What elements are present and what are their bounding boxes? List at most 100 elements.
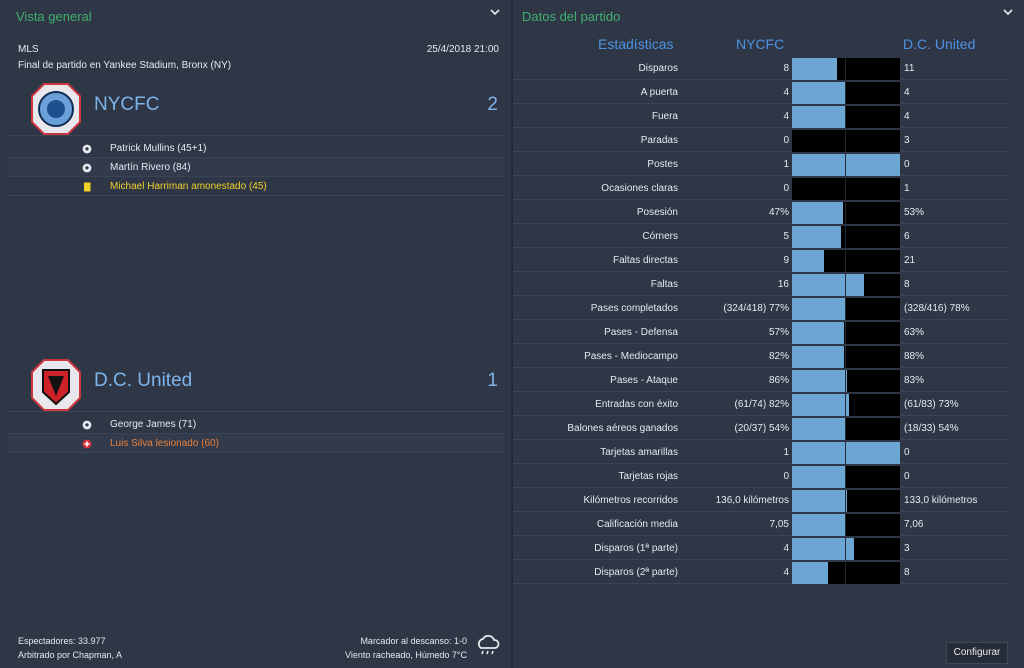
stat-label: Calificación media xyxy=(596,519,678,530)
away-stat-value: 4 xyxy=(904,87,910,98)
bar-midline xyxy=(845,418,846,440)
stat-comparison-bar xyxy=(792,466,900,488)
stat-label: Tarjetas rojas xyxy=(618,471,678,482)
home-share-fill xyxy=(792,490,847,512)
stat-row-background xyxy=(513,129,1010,152)
stat-comparison-bar xyxy=(792,106,900,128)
bar-midline xyxy=(845,298,846,320)
stat-comparison-bar xyxy=(792,274,900,296)
stat-row: Córners 5 6 xyxy=(513,225,1024,249)
away-stat-value: 0 xyxy=(904,159,910,170)
stat-label: Posesión xyxy=(636,207,678,218)
stat-label: Entradas con éxito xyxy=(595,399,678,410)
referee-text: Arbitrado por Chapman, A xyxy=(18,650,123,660)
away-stat-value: (328/416) 78% xyxy=(904,303,970,314)
home-stat-value: 136,0 kilómetros xyxy=(715,495,789,506)
home-share-fill xyxy=(792,298,846,320)
chevron-down-icon[interactable] xyxy=(1002,6,1014,18)
home-stat-value: 9 xyxy=(783,255,789,266)
home-stat-value: 7,05 xyxy=(769,519,789,530)
event-row[interactable]: Martín Rivero (84) xyxy=(8,158,504,177)
stat-comparison-bar xyxy=(792,298,900,320)
stat-row-background xyxy=(513,201,1010,224)
configure-button[interactable]: Configurar xyxy=(946,642,1008,664)
stat-comparison-bar xyxy=(792,178,900,200)
stat-comparison-bar xyxy=(792,82,900,104)
stat-row: Entradas con éxito (61/74) 82% (61/83) 73% xyxy=(513,393,1024,417)
home-share-fill xyxy=(792,394,849,416)
stat-comparison-bar xyxy=(792,154,900,176)
home-share-fill xyxy=(792,58,837,80)
away-stat-value: 4 xyxy=(904,111,910,122)
stat-comparison-bar xyxy=(792,202,900,224)
away-stat-value: 133,0 kilómetros xyxy=(904,495,978,506)
away-stat-value: 1 xyxy=(904,183,910,194)
stat-label: Disparos (2ª parte) xyxy=(594,567,678,578)
stat-comparison-bar xyxy=(792,538,900,560)
home-share-fill xyxy=(792,274,864,296)
match-overview-panel: Vista general MLS 25/4/2018 21:00 Final … xyxy=(0,0,511,668)
event-row[interactable]: Luis Silva lesionado (60) xyxy=(8,434,504,453)
stat-row: Disparos 8 11 xyxy=(513,57,1024,81)
home-stat-value: 82% xyxy=(768,351,789,362)
soccer-ball-icon xyxy=(82,163,92,173)
away-team-header[interactable]: D.C. United 1 xyxy=(8,358,504,412)
stat-row-background xyxy=(513,225,1010,248)
bar-midline xyxy=(845,58,846,80)
home-team-header[interactable]: NYCFC 2 xyxy=(8,82,504,136)
stat-row: Faltas directas 9 21 xyxy=(513,249,1024,273)
home-stat-value: 16 xyxy=(777,279,789,290)
chevron-down-icon[interactable] xyxy=(489,6,501,18)
bar-midline xyxy=(845,514,846,536)
home-share-fill xyxy=(792,322,844,344)
away-stat-value: 6 xyxy=(904,231,910,242)
stat-label: Disparos (1ª parte) xyxy=(594,543,678,554)
home-team-name[interactable]: NYCFC xyxy=(94,94,160,115)
event-row[interactable]: Patrick Mullins (45+1) xyxy=(8,139,504,158)
stat-row-background xyxy=(513,345,1010,368)
home-share-fill xyxy=(792,250,824,272)
stat-comparison-bar xyxy=(792,58,900,80)
stat-label: Faltas xyxy=(650,279,678,290)
home-stat-value: 0 xyxy=(783,471,789,482)
stat-row: Tarjetas amarillas 1 0 xyxy=(513,441,1024,465)
stat-row: Disparos (1ª parte) 4 3 xyxy=(513,537,1024,561)
away-team-name[interactable]: D.C. United xyxy=(94,370,193,391)
stat-label: Paradas xyxy=(640,135,678,146)
stat-row-background xyxy=(513,321,1010,344)
event-row[interactable]: Michael Harriman amonestado (45) xyxy=(8,177,504,196)
stat-label: Kilómetros recorridos xyxy=(583,495,678,506)
event-text: George James (71) xyxy=(110,419,197,430)
home-stat-value: 47% xyxy=(768,207,789,218)
bar-midline xyxy=(845,226,846,248)
home-share-fill xyxy=(792,82,846,104)
event-row[interactable]: George James (71) xyxy=(8,415,504,434)
stat-row-background xyxy=(513,297,1010,320)
stat-row: Postes 1 0 xyxy=(513,153,1024,177)
stat-comparison-bar xyxy=(792,130,900,152)
away-stat-value: 0 xyxy=(904,471,910,482)
home-share-fill xyxy=(792,442,900,464)
stat-row-background xyxy=(513,537,1010,560)
panel-divider xyxy=(511,0,513,668)
home-stat-value: (20/37) 54% xyxy=(734,423,789,434)
home-share-fill xyxy=(792,562,828,584)
away-events-list: George James (71) Luis Silva lesionado (6… xyxy=(8,412,504,453)
bar-midline xyxy=(845,538,846,560)
stat-comparison-bar xyxy=(792,490,900,512)
home-stat-value: 57% xyxy=(768,327,789,338)
home-share-fill xyxy=(792,514,846,536)
home-stat-value: 5 xyxy=(783,231,789,242)
stat-row-background xyxy=(513,105,1010,128)
stat-row: Disparos (2ª parte) 4 8 xyxy=(513,561,1024,585)
home-team-block: NYCFC 2 Patrick Mullins (45+1) Martín Riv… xyxy=(8,82,504,196)
home-column-header: NYCFC xyxy=(736,36,785,52)
home-share-fill xyxy=(792,538,854,560)
event-text: Luis Silva lesionado (60) xyxy=(110,438,219,449)
away-stat-value: 8 xyxy=(904,279,910,290)
weather-text: Viento racheado, Húmedo 7°C xyxy=(344,650,467,660)
stat-row-background xyxy=(513,417,1010,440)
stats-column-header: Estadísticas xyxy=(598,36,674,52)
stat-label: Pases - Mediocampo xyxy=(584,351,678,362)
stat-comparison-bar xyxy=(792,562,900,584)
